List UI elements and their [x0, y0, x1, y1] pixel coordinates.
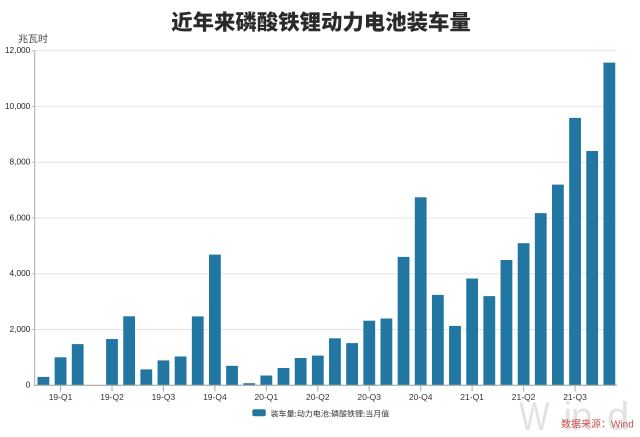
- svg-text:8,000: 8,000: [10, 157, 31, 167]
- svg-text:2,000: 2,000: [10, 324, 31, 334]
- svg-text:12,000: 12,000: [5, 45, 31, 55]
- svg-text:20-Q3: 20-Q3: [357, 392, 381, 402]
- svg-text:20-Q1: 20-Q1: [254, 392, 278, 402]
- svg-text:20-Q2: 20-Q2: [306, 392, 330, 402]
- svg-text:21-Q2: 21-Q2: [512, 392, 536, 402]
- svg-text:4,000: 4,000: [10, 268, 31, 278]
- svg-text:20-Q4: 20-Q4: [409, 392, 433, 402]
- svg-text:i: i: [563, 395, 572, 432]
- svg-text:d: d: [607, 395, 629, 432]
- svg-text:21-Q1: 21-Q1: [460, 392, 484, 402]
- svg-text:10,000: 10,000: [5, 101, 31, 111]
- svg-text:19-Q4: 19-Q4: [203, 392, 227, 402]
- svg-text:19-Q2: 19-Q2: [100, 392, 124, 402]
- svg-text:19-Q1: 19-Q1: [49, 392, 73, 402]
- svg-text:Wind: Wind: [611, 419, 634, 430]
- svg-text:21-Q3: 21-Q3: [563, 392, 587, 402]
- svg-text:19-Q3: 19-Q3: [152, 392, 176, 402]
- svg-text:W: W: [519, 394, 550, 432]
- svg-text:0: 0: [26, 380, 31, 390]
- svg-text:6,000: 6,000: [10, 212, 31, 222]
